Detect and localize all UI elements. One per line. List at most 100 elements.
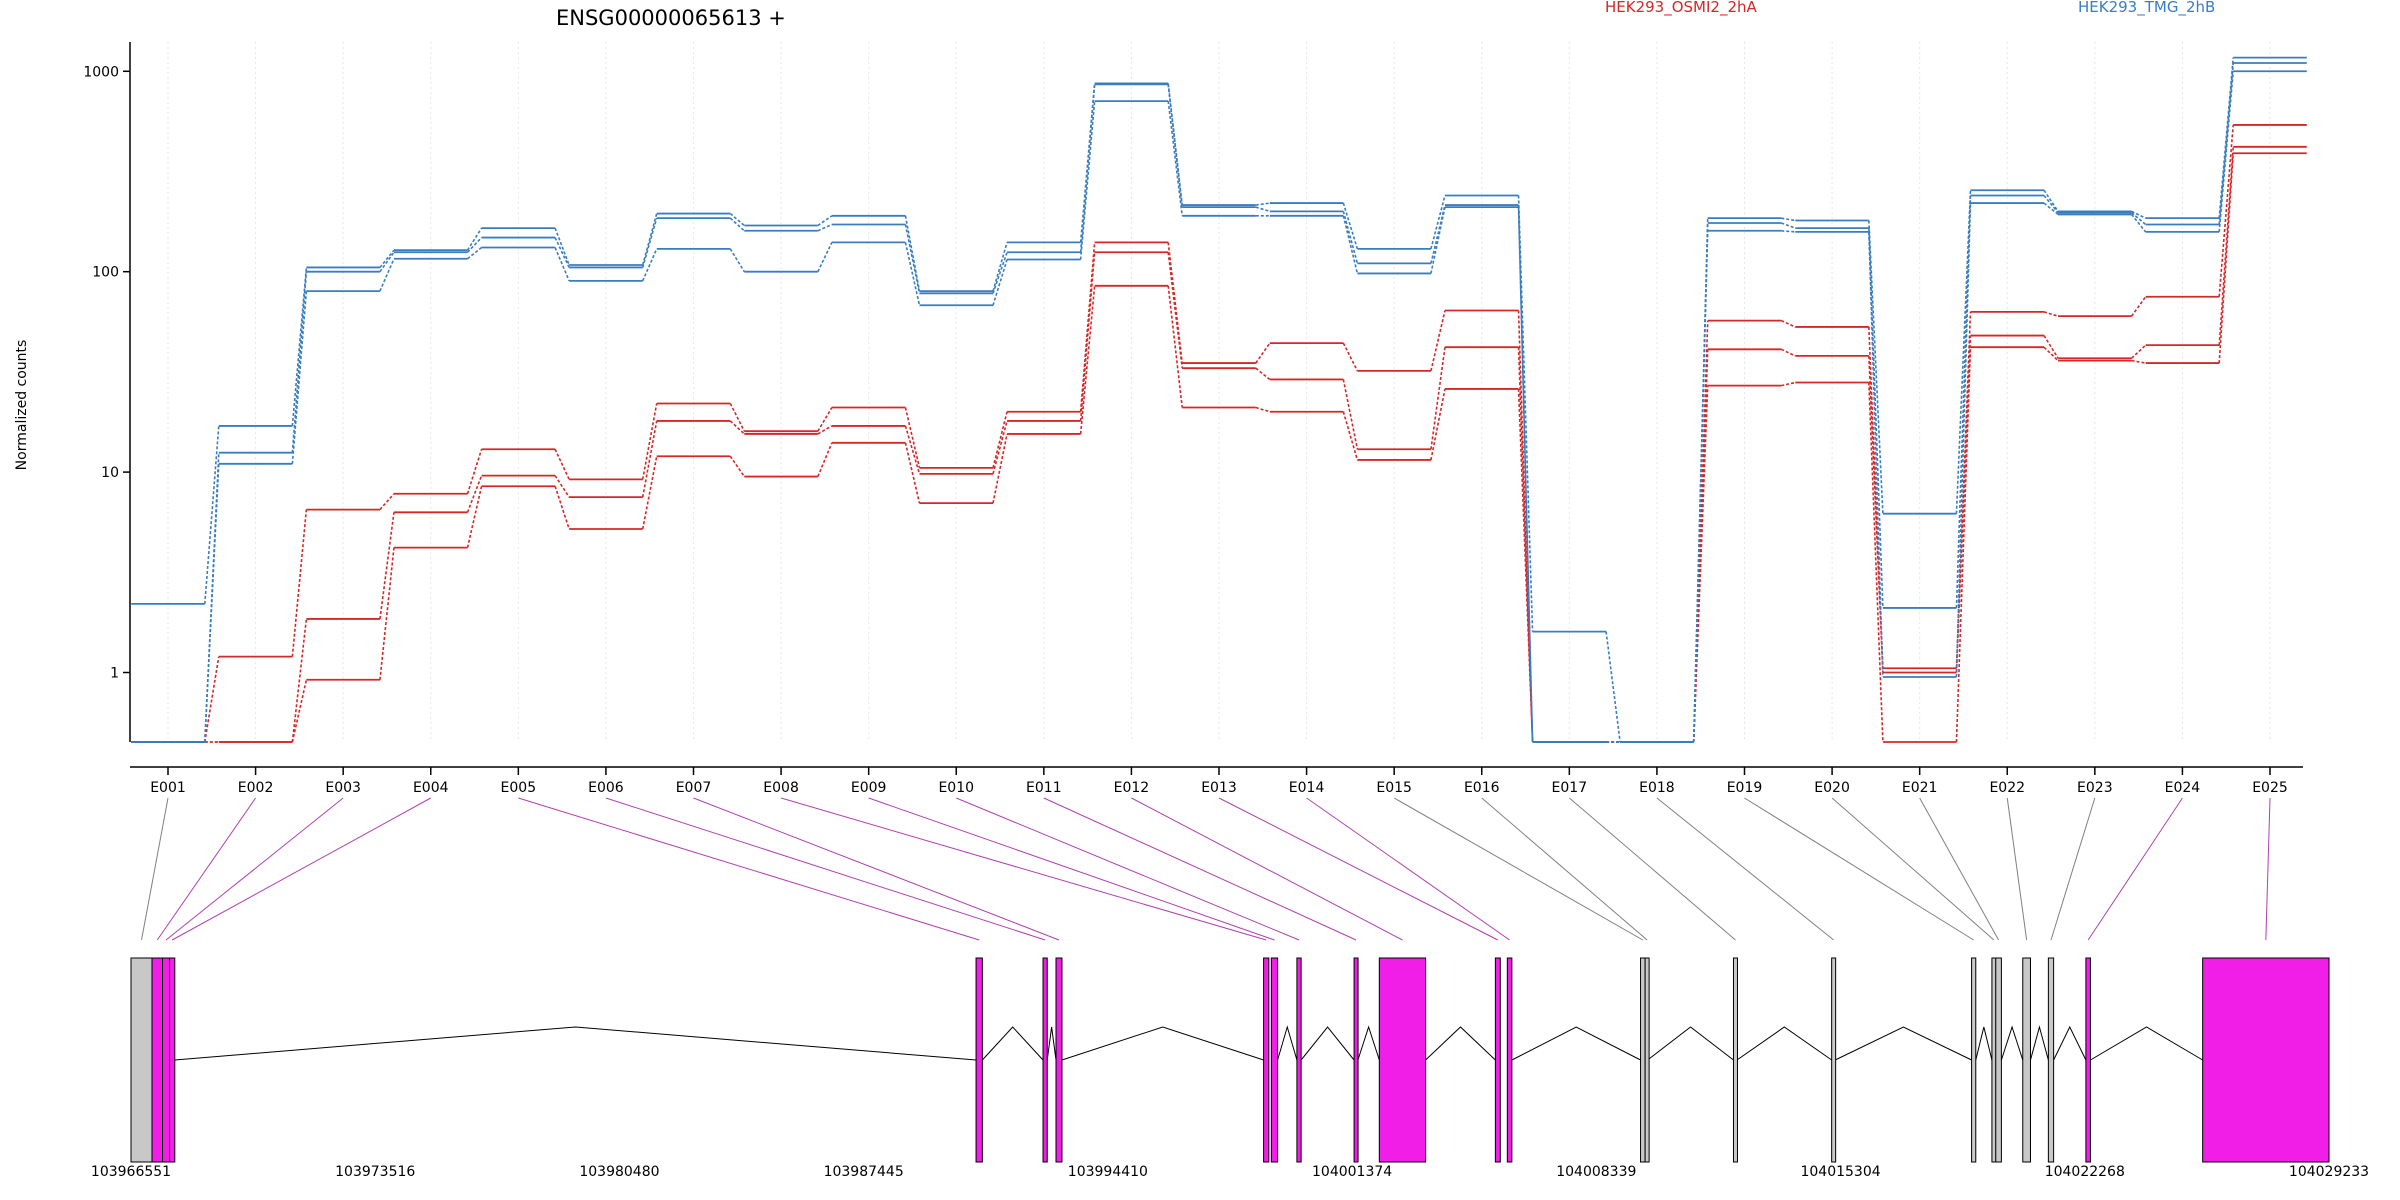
data-connector [1255, 202, 1270, 206]
data-connector [1167, 84, 1184, 208]
intron-line [1357, 1025, 1380, 1061]
data-connector [1079, 252, 1096, 422]
exon-link [1131, 797, 1403, 941]
exon-box [2022, 957, 2031, 1163]
coordinate-label: 103994410 [1068, 1164, 1148, 1180]
data-connector [291, 267, 308, 426]
data-connector [729, 217, 745, 232]
data-connector [992, 252, 1008, 294]
data-connector [291, 509, 308, 657]
data-connector [2043, 311, 2059, 317]
x-tick-label: E012 [1114, 780, 1150, 796]
x-tick-label: E003 [325, 780, 361, 796]
data-connector [291, 291, 308, 464]
exon-box [2085, 957, 2091, 1163]
data-connector [1430, 388, 1446, 461]
exon-box [162, 957, 171, 1163]
data-connector [554, 247, 570, 282]
exon-link [171, 797, 431, 941]
intron-line [1975, 1026, 1993, 1061]
x-tick-label: E023 [2077, 780, 2113, 796]
data-connector [1781, 229, 1796, 233]
data-connector [1167, 100, 1184, 216]
data-connector [379, 251, 395, 273]
coordinate-label: 103966551 [91, 1164, 171, 1180]
series-osmi2 [131, 152, 2307, 743]
intron-line [2053, 1025, 2087, 1061]
x-tick-label: E021 [1902, 780, 1938, 796]
data-connector [992, 433, 1008, 504]
exon-box [1644, 957, 1650, 1163]
data-connector [904, 442, 921, 504]
data-connector [729, 420, 745, 435]
coordinate-label: 103987445 [824, 1164, 904, 1180]
data-connector [1255, 406, 1271, 413]
data-connector [1517, 310, 1534, 743]
data-connector [817, 425, 833, 435]
data-connector [1167, 252, 1184, 369]
intron-line [981, 1026, 1044, 1061]
data-connector [729, 248, 745, 273]
data-connector [1781, 217, 1796, 222]
x-tick-label: E005 [501, 780, 537, 796]
data-connector [2043, 335, 2059, 359]
data-connector [1430, 347, 1446, 450]
data-connector [2218, 146, 2235, 346]
x-tick-label: E016 [1464, 780, 1500, 796]
x-tick-label: E010 [938, 780, 974, 796]
exon-box [975, 957, 983, 1163]
data-connector [1692, 230, 1709, 743]
x-tick-label: E007 [676, 780, 712, 796]
data-connector [1255, 342, 1271, 364]
legend-label-tmg: HEK293_TMG_2hB [2078, 0, 2215, 17]
data-connector [2043, 189, 2059, 212]
data-connector [904, 407, 921, 469]
data-connector [379, 493, 395, 511]
data-connector [817, 223, 833, 232]
exon-link [1569, 797, 1736, 941]
data-connector [1079, 242, 1096, 412]
exon-box [1270, 957, 1279, 1163]
data-connector [466, 449, 483, 494]
exon-connector-lines [141, 797, 2271, 941]
x-tick-label: E024 [2165, 780, 2201, 796]
data-connector [641, 248, 658, 282]
gene-model: 103966551 103973516 103980480 103987445 1039… [91, 957, 2369, 1180]
exon-box [2047, 957, 2055, 1163]
axes: 1 10 100 1000 E001 E002 E003 E004 E005 E006 E007 E0… [83, 42, 2303, 796]
series-tmg [131, 70, 2307, 743]
x-tick-label: E015 [1376, 780, 1412, 796]
intron-line [174, 1026, 977, 1061]
data-connector [641, 456, 658, 530]
legend-label-osmi2: HEK293_OSMI2_2hA [1605, 0, 1758, 17]
coordinate-label: 104015304 [1800, 1164, 1880, 1180]
data-connector [817, 215, 833, 227]
data-connector [2043, 194, 2059, 214]
data-connector [1430, 310, 1446, 372]
data-connector [992, 420, 1008, 475]
exon-link [1831, 797, 1995, 941]
intron-line [2090, 1026, 2203, 1061]
data-connector [1868, 220, 1884, 514]
data-connector [729, 403, 746, 432]
exon-box [1378, 957, 1427, 1163]
data-connector [203, 463, 220, 743]
exon-link [2050, 797, 2096, 941]
exon-box [1055, 957, 1063, 1163]
exon-link [780, 797, 1267, 941]
data-connector [1255, 206, 1271, 213]
x-tick-label: E001 [150, 780, 186, 796]
data-connector [466, 486, 483, 548]
data-connector [2218, 153, 2235, 364]
exon-box [1971, 957, 1977, 1163]
data-connector [641, 420, 658, 498]
data-connector [466, 227, 483, 251]
exon-link [1481, 797, 1648, 941]
intron-line [1511, 1026, 1641, 1061]
exon-link [1744, 797, 1974, 941]
data-connector [1517, 388, 1534, 743]
x-tick-label: E022 [1989, 780, 2025, 796]
data-connector [1780, 348, 1796, 357]
data-connector [1781, 222, 1796, 229]
x-tick-label: E011 [1026, 780, 1062, 796]
